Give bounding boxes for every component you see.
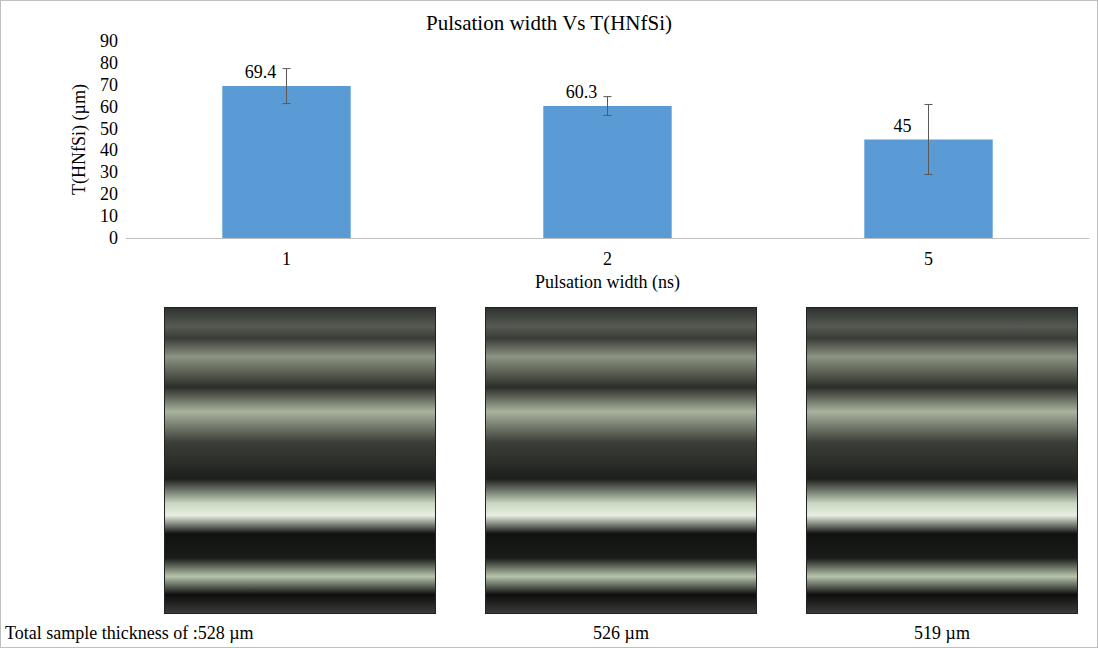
svg-text:5: 5 xyxy=(924,249,933,269)
svg-text:Pulsation width Vs T(HNfSi): Pulsation width Vs T(HNfSi) xyxy=(426,11,672,35)
svg-text:60.3: 60.3 xyxy=(566,82,598,102)
svg-text:T(HNfSi) (µm): T(HNfSi) (µm) xyxy=(69,84,90,195)
svg-text:2: 2 xyxy=(603,249,612,269)
svg-text:80: 80 xyxy=(100,53,118,73)
html-text:526 µm: 526 µm xyxy=(593,623,649,643)
svg-text:50: 50 xyxy=(100,119,118,139)
svg-text:30: 30 xyxy=(100,162,118,182)
svg-text:1: 1 xyxy=(282,249,291,269)
svg-text:69.4: 69.4 xyxy=(245,62,277,82)
svg-text:90: 90 xyxy=(100,31,118,51)
html-text:Total sample thickness of :528: Total sample thickness of :528 µm xyxy=(5,623,254,643)
svg-text:0: 0 xyxy=(109,228,118,248)
svg-text:20: 20 xyxy=(100,184,118,204)
svg-text:10: 10 xyxy=(100,206,118,226)
html-text:519 µm: 519 µm xyxy=(914,623,970,643)
svg-text:Pulsation width (ns): Pulsation width (ns) xyxy=(535,272,680,293)
svg-text:40: 40 xyxy=(100,140,118,160)
svg-text:70: 70 xyxy=(100,75,118,95)
svg-text:60: 60 xyxy=(100,97,118,117)
svg-text:45: 45 xyxy=(894,116,912,136)
